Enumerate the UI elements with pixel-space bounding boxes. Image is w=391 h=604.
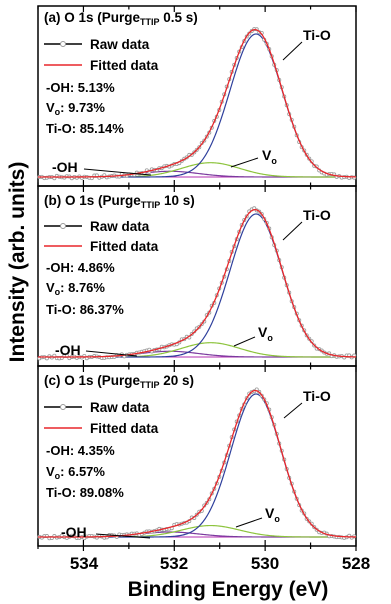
vo-component-curve: [38, 162, 356, 178]
y-axis-title: Intensity (arb. units): [6, 162, 29, 363]
panel-a-legend: Raw data Fitted data: [44, 37, 159, 73]
panel-c-curves: [37, 366, 357, 546]
panel-c-oh-pct: -OH: 4.35%: [46, 443, 115, 458]
panel-a-vo-label: Vo: [262, 147, 277, 166]
panel-b-legend: Raw data Fitted data: [44, 219, 159, 254]
panel-b-oh-arrow: [85, 350, 138, 357]
x-tick-530: 530: [251, 554, 279, 573]
legend-fitted-label: Fitted data: [90, 421, 159, 436]
panel-c-frame: [37, 365, 357, 547]
panel-c: (c) O 1s (PurgeTTIP 20 s) Raw data Fitte…: [37, 365, 357, 547]
x-tick-534: 534: [70, 554, 99, 573]
panel-c-vo-pct: Vo: 6.57%: [46, 464, 105, 481]
panel-b-title: (b) O 1s (PurgeTTIP 10 s): [44, 193, 195, 210]
x-tick-labels: 534 532 530 528: [70, 554, 370, 573]
legend-raw-marker: [60, 41, 66, 47]
panel-c-legend: Raw data Fitted data: [44, 400, 159, 436]
panel-a-oh-pct: -OH: 5.13%: [46, 80, 115, 95]
legend-raw-label: Raw data: [90, 37, 150, 52]
panel-b-vo-label: Vo: [258, 324, 273, 343]
panel-a-vo-arrow: [230, 157, 259, 168]
panel-a-tio-label: Ti-O: [303, 27, 331, 43]
legend-raw-label: Raw data: [90, 400, 150, 415]
x-axis-title: Binding Energy (eV): [128, 578, 329, 601]
panel-b-vo-pct: Vo: 8.76%: [46, 280, 105, 297]
legend-fitted-label: Fitted data: [90, 239, 159, 254]
panel-b-oh-pct: -OH: 4.86%: [46, 260, 115, 275]
panel-b-oh-label: -OH: [55, 342, 81, 358]
panel-c-vo-arrow: [235, 517, 263, 528]
panel-a-tio-arrow: [282, 41, 303, 61]
panel-a-oh-arrow: [83, 168, 152, 176]
panel-a-vo-pct: Vo: 9.73%: [46, 100, 105, 117]
panel-a-tio-pct: Ti-O: 85.14%: [46, 121, 124, 136]
panel-b-vo-arrow: [233, 336, 256, 347]
panel-c-oh-label: -OH: [61, 524, 87, 540]
panel-a: (a) O 1s (PurgeTTIP 0.5 s) Raw data Fitt…: [37, 5, 357, 187]
panel-b-curves: [37, 186, 357, 366]
x-axis-ticks: [37, 546, 357, 551]
panel-a-oh-label: -OH: [52, 159, 78, 175]
panel-b-tio-pct: Ti-O: 86.37%: [46, 302, 124, 317]
panel-c-tio-label: Ti-O: [303, 388, 331, 404]
legend-raw-label: Raw data: [90, 219, 150, 234]
panel-c-oh-arrow: [95, 533, 151, 539]
panel-b-tio-arrow: [282, 221, 303, 241]
panel-a-curves: [37, 6, 357, 186]
legend-fitted-label: Fitted data: [90, 58, 159, 73]
panel-c-tio-arrow: [283, 402, 303, 419]
panel-a-title: (a) O 1s (PurgeTTIP 0.5 s): [44, 10, 198, 27]
panel-b-tio-label: Ti-O: [303, 207, 331, 223]
panel-b: (b) O 1s (PurgeTTIP 10 s) Raw data Fitte…: [37, 185, 357, 367]
panel-c-title: (c) O 1s (PurgeTTIP 20 s): [44, 373, 194, 390]
panel-c-vo-label: Vo: [265, 505, 280, 524]
panel-c-tio-pct: Ti-O: 89.08%: [46, 485, 124, 500]
fitted-envelope-curve: [38, 389, 357, 538]
legend-raw-marker: [60, 223, 66, 229]
legend-raw-marker: [60, 404, 66, 410]
x-tick-528: 528: [342, 554, 370, 573]
x-tick-532: 532: [160, 554, 188, 573]
fitted-envelope-curve: [38, 208, 357, 358]
fitted-envelope-curve: [38, 28, 357, 178]
